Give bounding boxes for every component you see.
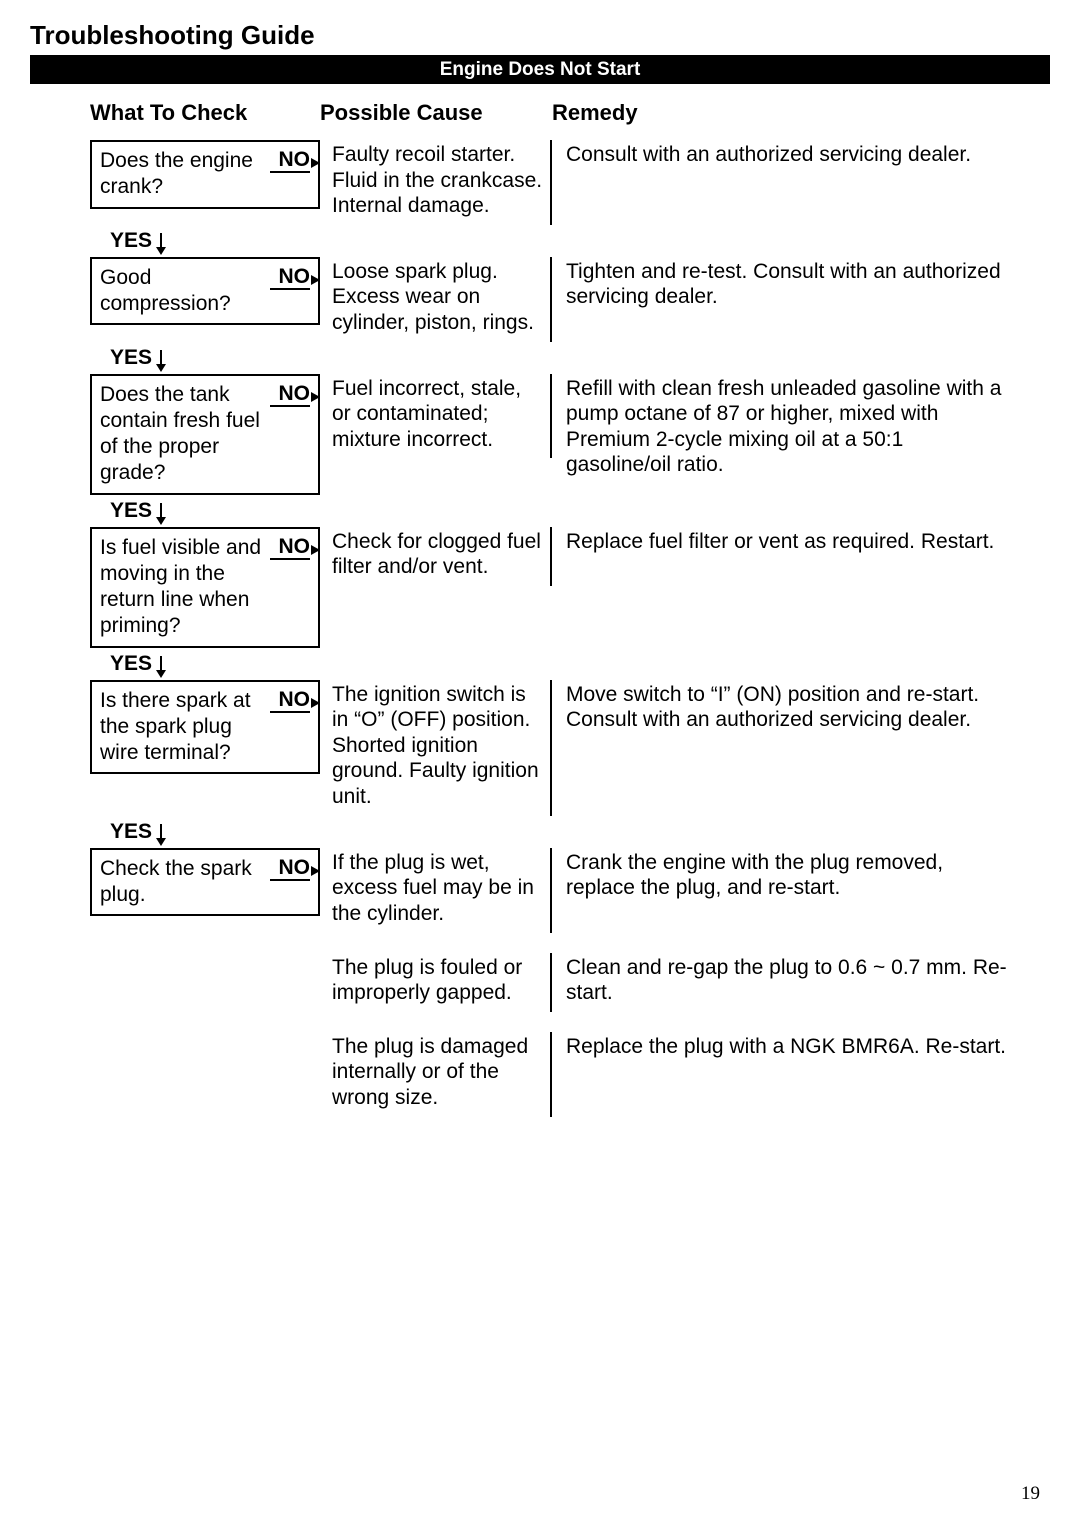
yes-label: YES xyxy=(110,820,152,843)
header-cause: Possible Cause xyxy=(320,100,552,126)
sub-rows: The plug is fouled or improperly gapped.… xyxy=(320,953,1012,1117)
cause-cell: Check for clogged fuel filter and/or ven… xyxy=(320,527,552,586)
cause-cell: Loose spark plug. Excess wear on cylinde… xyxy=(320,257,552,342)
step-row: Good compression? NO Loose spark plug. E… xyxy=(90,257,1012,342)
header-check: What To Check xyxy=(90,100,320,126)
no-label: NO xyxy=(270,535,310,560)
check-text: Good compression? xyxy=(100,265,266,318)
remedy-cell: Tighten and re-test. Consult with an aut… xyxy=(552,257,1012,316)
remedy-cell: Refill with clean fresh unleaded gasolin… xyxy=(552,374,1012,484)
yes-connector: YES xyxy=(110,820,166,844)
yes-connector: YES xyxy=(110,346,166,370)
no-label: NO xyxy=(270,265,310,290)
cause-cell: If the plug is wet, excess fuel may be i… xyxy=(320,848,552,933)
cause-cell: The ignition switch is in “O” (OFF) posi… xyxy=(320,680,552,816)
no-label: NO xyxy=(270,382,310,407)
cause-cell: Faulty recoil starter. Fluid in the cran… xyxy=(320,140,552,225)
check-text: Does the engine crank? xyxy=(100,148,266,201)
step-row: Is there spark at the spark plug wire te… xyxy=(90,680,1012,816)
steps-container: Does the engine crank? NO Faulty recoil … xyxy=(90,140,1012,1117)
yes-label: YES xyxy=(110,652,152,675)
check-wrap: Does the tank contain fresh fuel of the … xyxy=(90,374,320,495)
cause-cell: The plug is damaged internally or of the… xyxy=(320,1032,552,1117)
check-text: Does the tank contain fresh fuel of the … xyxy=(100,382,266,487)
yes-label: YES xyxy=(110,499,152,522)
check-box: Is fuel visible and moving in the return… xyxy=(90,527,320,648)
remedy-cell: Replace fuel filter or vent as required.… xyxy=(552,527,1012,561)
cause-cell: The plug is fouled or improperly gapped. xyxy=(320,953,552,1012)
remedy-cell: Clean and re-gap the plug to 0.6 ~ 0.7 m… xyxy=(552,953,1012,1012)
no-label: NO xyxy=(270,148,310,173)
arrow-down-icon xyxy=(156,350,166,372)
check-wrap: Is fuel visible and moving in the return… xyxy=(90,527,320,648)
no-label: NO xyxy=(270,688,310,713)
check-wrap: Check the spark plug. NO xyxy=(90,848,320,917)
header-remedy: Remedy xyxy=(552,100,1012,126)
check-wrap: Does the engine crank? NO xyxy=(90,140,320,209)
yes-connector: YES xyxy=(110,499,166,523)
yes-connector: YES xyxy=(110,652,166,676)
step-row: Does the engine crank? NO Faulty recoil … xyxy=(90,140,1012,225)
check-wrap: Is there spark at the spark plug wire te… xyxy=(90,680,320,775)
check-box: Does the tank contain fresh fuel of the … xyxy=(90,374,320,495)
step-row: Is fuel visible and moving in the return… xyxy=(90,527,1012,648)
yes-label: YES xyxy=(110,229,152,252)
section-banner: Engine Does Not Start xyxy=(30,57,1050,84)
check-box: Does the engine crank? NO xyxy=(90,140,320,209)
content-area: What To Check Possible Cause Remedy Does… xyxy=(30,84,1050,1117)
column-headers: What To Check Possible Cause Remedy xyxy=(90,100,1012,126)
arrow-down-icon xyxy=(156,824,166,846)
remedy-cell: Consult with an authorized servicing dea… xyxy=(552,140,1012,174)
check-box: Is there spark at the spark plug wire te… xyxy=(90,680,320,775)
yes-label: YES xyxy=(110,346,152,369)
sub-row: The plug is fouled or improperly gapped.… xyxy=(320,953,1012,1012)
check-box: Check the spark plug. NO xyxy=(90,848,320,917)
page-number: 19 xyxy=(1021,1483,1040,1505)
remedy-cell: Move switch to “I” (ON) position and re-… xyxy=(552,680,1012,739)
remedy-cell: Replace the plug with a NGK BMR6A. Re-st… xyxy=(552,1032,1012,1117)
check-wrap: Good compression? NO xyxy=(90,257,320,326)
check-text: Check the spark plug. xyxy=(100,856,266,909)
arrow-down-icon xyxy=(156,656,166,678)
arrow-down-icon xyxy=(156,233,166,255)
remedy-cell: Crank the engine with the plug removed, … xyxy=(552,848,1012,907)
check-text: Is there spark at the spark plug wire te… xyxy=(100,688,266,767)
yes-connector: YES xyxy=(110,229,166,253)
page-title: Troubleshooting Guide xyxy=(30,20,1050,51)
cause-cell: Fuel incorrect, stale, or contaminated; … xyxy=(320,374,552,459)
no-label: NO xyxy=(270,856,310,881)
step-row: Does the tank contain fresh fuel of the … xyxy=(90,374,1012,495)
sub-row: The plug is damaged internally or of the… xyxy=(320,1032,1012,1117)
step-row: Check the spark plug. NO If the plug is … xyxy=(90,848,1012,933)
check-text: Is fuel visible and moving in the return… xyxy=(100,535,266,640)
check-box: Good compression? NO xyxy=(90,257,320,326)
arrow-down-icon xyxy=(156,503,166,525)
